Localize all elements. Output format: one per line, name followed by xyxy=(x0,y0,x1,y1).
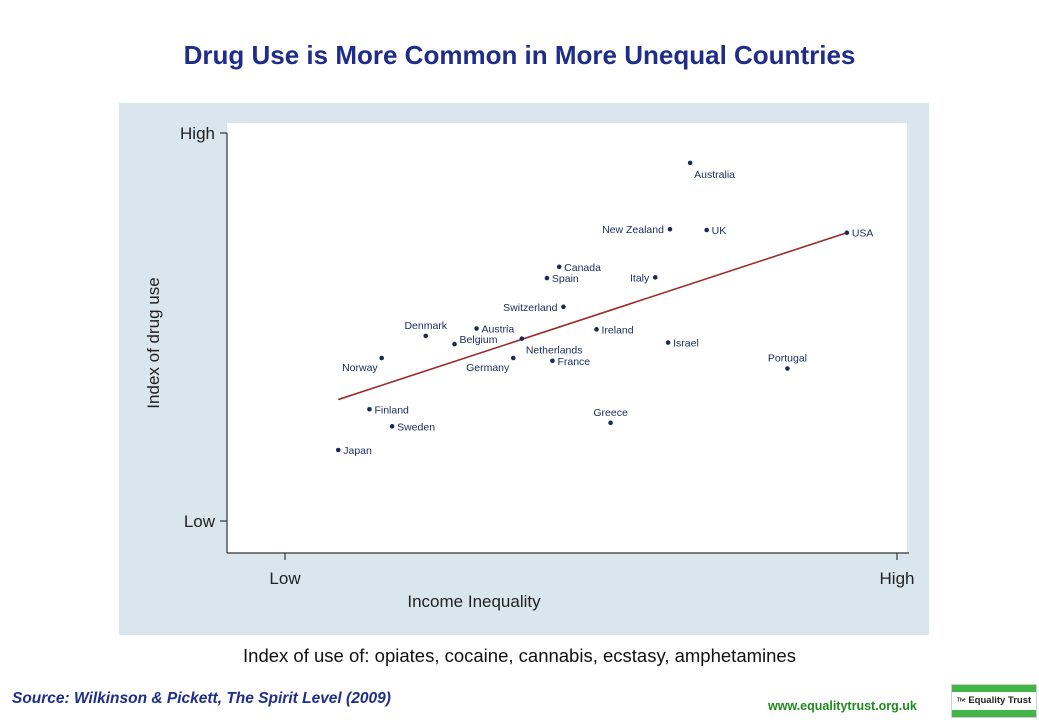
point-italy[interactable] xyxy=(652,275,658,280)
point-label-switzerland: Switzerland xyxy=(503,302,557,314)
plot-area xyxy=(227,123,907,553)
point-austria[interactable] xyxy=(474,326,479,331)
point-sweden[interactable] xyxy=(389,424,395,429)
logo-bar-top xyxy=(952,685,1036,692)
point-australia[interactable] xyxy=(687,160,693,166)
point-belgium[interactable] xyxy=(452,341,457,347)
point-label-italy: Italy xyxy=(630,272,650,284)
point-label-germany: Germany xyxy=(466,362,510,374)
point-label-canada: Canada xyxy=(564,262,601,274)
point-label-new-zealand: New Zealand xyxy=(602,224,664,236)
point-label-netherlands: Netherlands xyxy=(526,345,583,357)
website-link[interactable]: www.equalitytrust.org.uk xyxy=(768,699,917,713)
point-label-australia: Australia xyxy=(694,169,735,181)
point-israel[interactable] xyxy=(665,340,671,345)
point-label-finland: Finland xyxy=(374,404,409,416)
x-tick-label-0: Low xyxy=(269,569,301,588)
point-label-norway: Norway xyxy=(342,362,378,374)
point-label-ireland: Ireland xyxy=(602,324,634,336)
logo-prefix: The xyxy=(956,697,966,704)
x-tick-label-1: High xyxy=(880,569,915,588)
point-label-uk: UK xyxy=(712,225,727,237)
point-new-zealand[interactable] xyxy=(667,226,673,232)
scatter-chart: Low High Low High Income Inequality Index of … xyxy=(144,123,915,611)
y-tick-label-1: High xyxy=(180,124,215,143)
point-germany[interactable] xyxy=(510,355,516,361)
point-label-belgium: Belgium xyxy=(460,334,498,346)
point-label-france: France xyxy=(557,356,590,368)
logo-bar-bottom xyxy=(952,710,1036,717)
equality-trust-logo: The Equality Trust xyxy=(951,684,1037,718)
point-label-japan: Japan xyxy=(343,445,372,457)
y-axis-title: Index of drug use xyxy=(144,277,163,408)
regression-line xyxy=(337,231,848,401)
source-citation: Source: Wilkinson & Pickett, The Spirit … xyxy=(12,690,391,707)
point-spain[interactable] xyxy=(544,275,550,281)
point-label-usa: USA xyxy=(852,228,874,240)
logo-name: Equality Trust xyxy=(968,695,1032,706)
point-netherlands[interactable] xyxy=(519,336,525,341)
point-portugal[interactable] xyxy=(785,366,790,371)
point-france[interactable] xyxy=(550,358,555,364)
point-norway[interactable] xyxy=(379,355,384,361)
page-title: Drug Use is More Common in More Unequal … xyxy=(183,40,856,70)
point-label-portugal: Portugal xyxy=(768,353,807,365)
point-finland[interactable] xyxy=(367,406,372,412)
point-ireland[interactable] xyxy=(594,327,599,332)
x-axis-title: Income Inequality xyxy=(407,592,541,611)
point-label-sweden: Sweden xyxy=(397,421,435,433)
point-label-spain: Spain xyxy=(552,273,579,285)
y-tick-label-0: Low xyxy=(184,512,216,531)
point-japan[interactable] xyxy=(335,447,341,453)
chart-caption: Index of use of: opiates, cocaine, canna… xyxy=(243,645,796,666)
point-denmark[interactable] xyxy=(423,333,429,339)
point-label-greece: Greece xyxy=(593,407,628,419)
point-canada[interactable] xyxy=(556,264,562,270)
logo-text: The Equality Trust xyxy=(952,695,1036,706)
point-greece[interactable] xyxy=(608,420,613,426)
point-label-denmark: Denmark xyxy=(404,320,447,332)
point-label-austria: Austria xyxy=(482,324,515,336)
point-usa[interactable] xyxy=(844,230,850,236)
point-uk[interactable] xyxy=(704,227,709,233)
point-switzerland[interactable] xyxy=(561,304,566,310)
point-label-israel: Israel xyxy=(673,338,699,350)
